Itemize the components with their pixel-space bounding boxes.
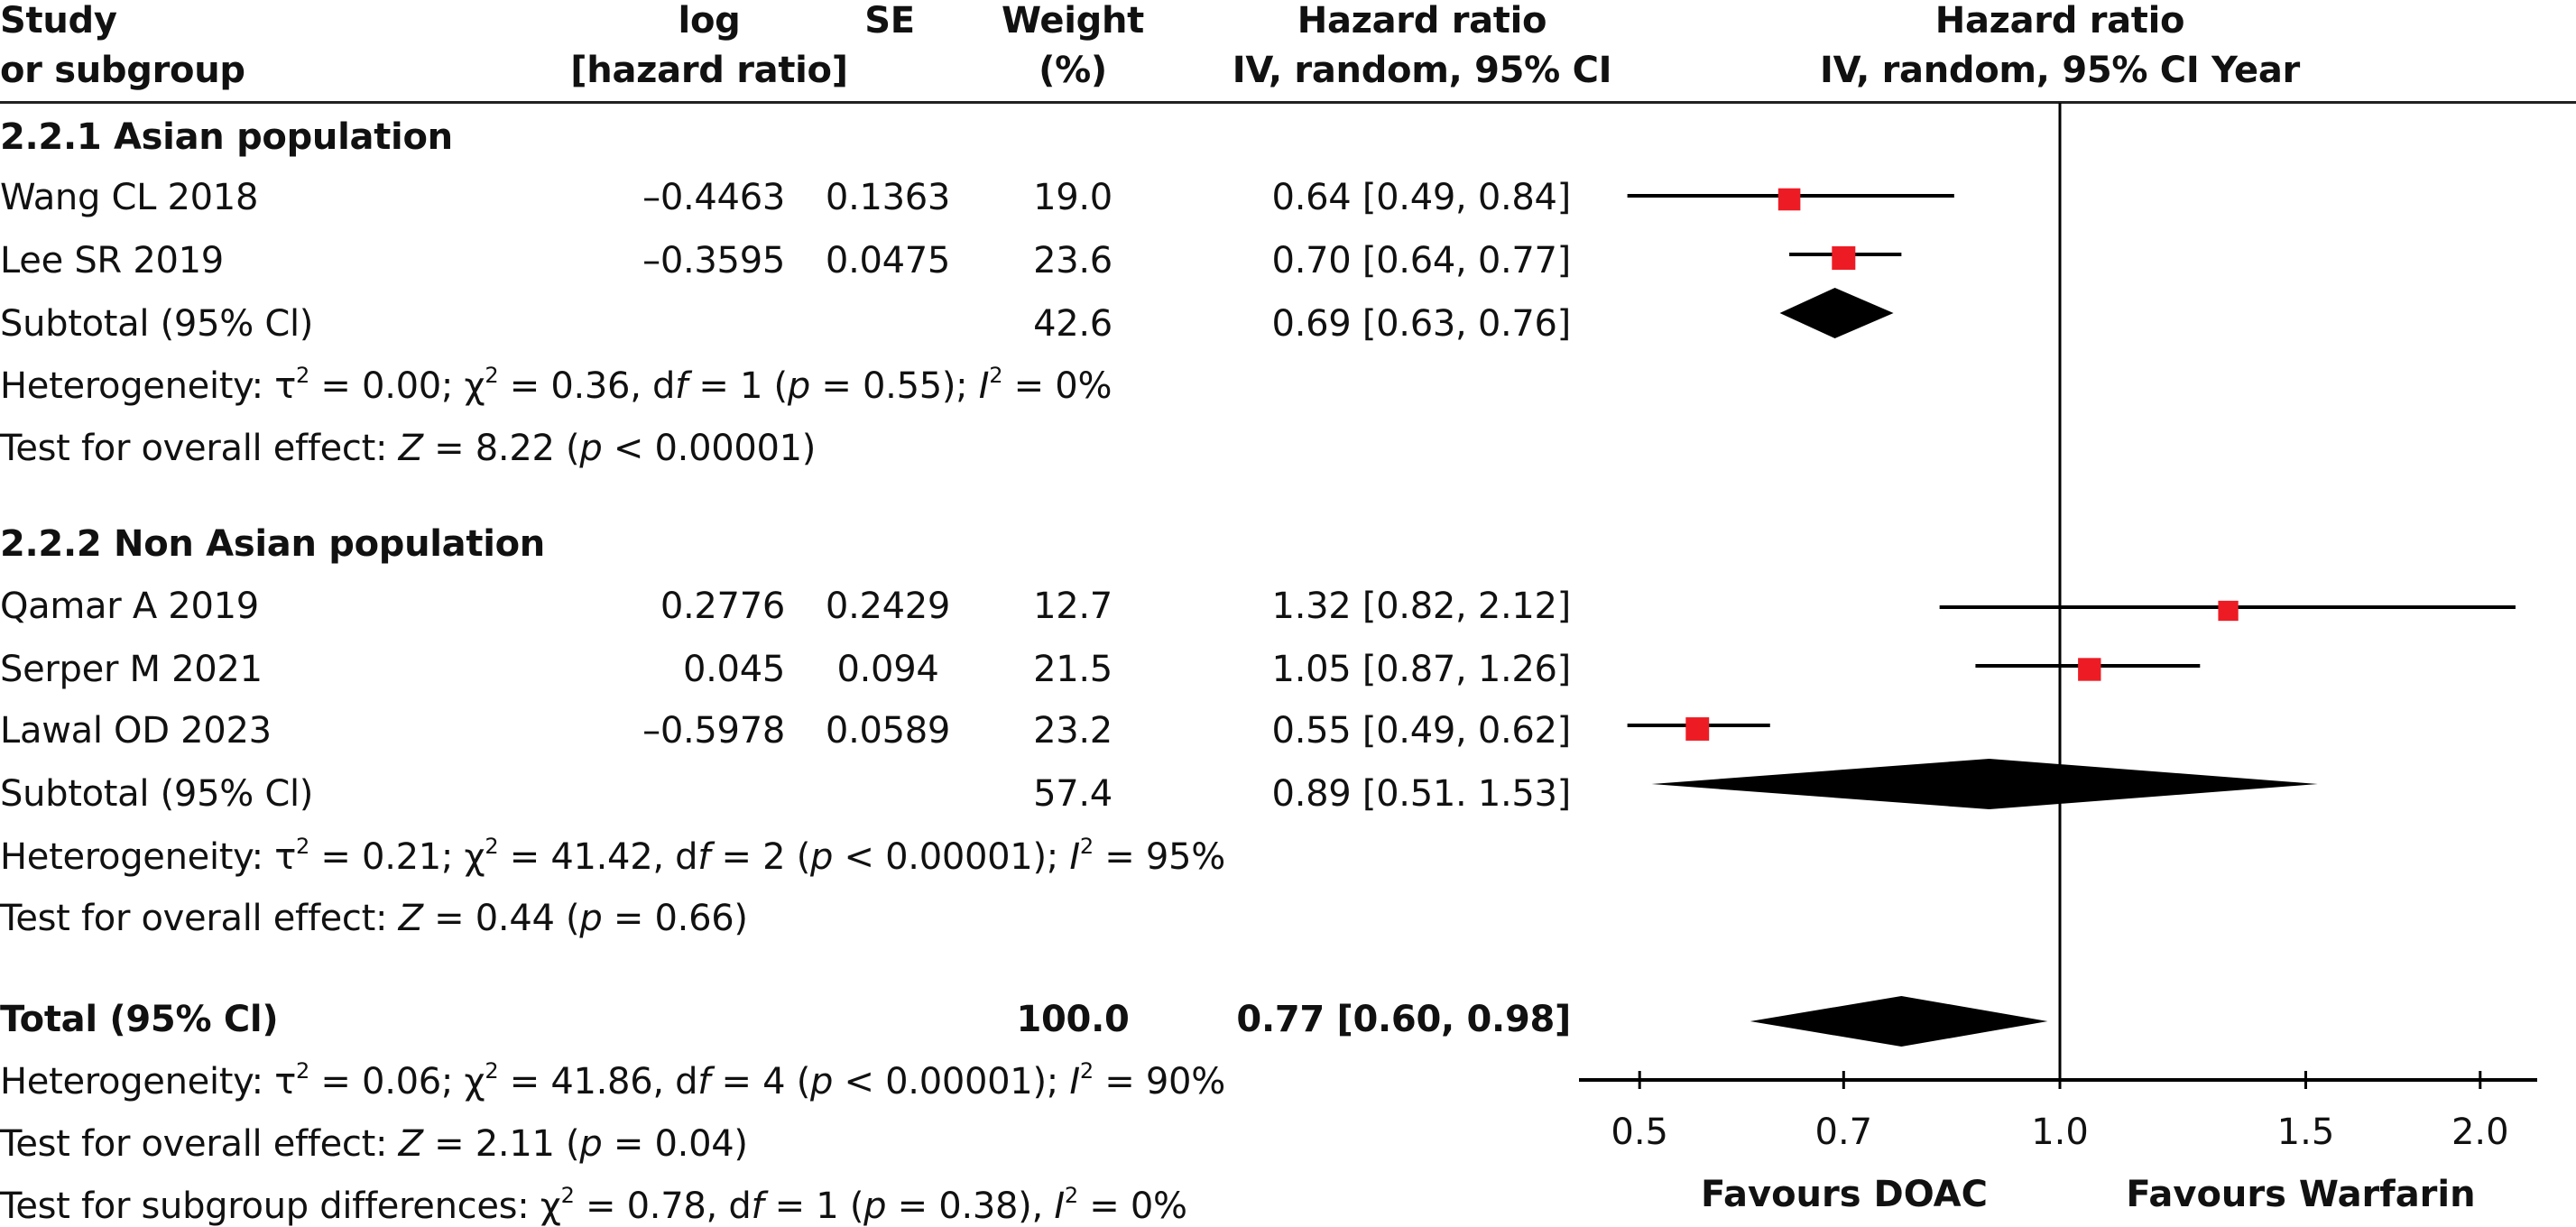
log-hr-value: –0.3595 [642,240,785,281]
study-name: Lee SR 2019 [0,240,224,281]
se-value: 0.094 [836,649,939,690]
weight-value: 100.0 [1016,999,1130,1040]
weight-value: 42.6 [1033,303,1113,345]
total-diamond [1750,996,2048,1047]
stat-note: Test for overall effect: Z = 8.22 (p < 0… [0,428,817,469]
se-value: 0.0475 [825,240,951,281]
weight-value: 57.4 [1033,773,1113,815]
subtotal-diamond [1779,288,1894,338]
study-marker [1685,717,1710,741]
hr-ci-value: 0.64 [0.49, 0.84] [1271,177,1572,218]
stat-note: Heterogeneity: τ2 = 0.06; χ2 = 41.86, df… [0,1058,1225,1102]
hr-ci-value: 0.77 [0.60, 0.98] [1236,999,1571,1040]
hr-ci-value: 0.70 [0.64, 0.77] [1271,240,1572,281]
log-hr-value: 0.2776 [660,586,785,627]
hr-ci-value: 0.55 [0.49, 0.62] [1271,710,1572,752]
header-weight-unit: (%) [1039,50,1107,91]
subgroup-heading: 2.2.1 Asian population [0,116,453,158]
log-hr-value: 0.045 [682,649,785,690]
header-se: SE [864,0,915,42]
stat-note: Test for overall effect: Z = 2.11 (p = 0… [0,1123,748,1165]
header-subgroup: or subgroup [0,50,245,91]
study-marker [2218,600,2239,622]
weight-value: 12.7 [1033,586,1113,627]
se-value: 0.1363 [825,177,951,218]
header-rule [0,101,2576,104]
hr-ci-value: 1.05 [0.87, 1.26] [1271,649,1572,690]
subtotal-label: Subtotal (95% Cl) [0,773,314,815]
study-name: Lawal OD 2023 [0,710,272,752]
header-hr-method: IV, random, 95% CI [1232,50,1612,91]
stat-note: Test for subgroup differences: χ2 = 0.78… [0,1183,1187,1227]
log-hr-value: –0.5978 [642,710,785,752]
header-weight: Weight [1002,0,1144,42]
weight-value: 21.5 [1033,649,1113,690]
x-tick-label: 2.0 [2451,1112,2509,1153]
x-tick-label: 1.5 [2277,1112,2335,1153]
stat-note: Heterogeneity: τ2 = 0.21; χ2 = 41.42, df… [0,834,1225,878]
study-marker [1832,246,1856,270]
x-tick-label: 0.7 [1815,1112,1873,1153]
study-name: Serper M 2021 [0,649,263,690]
se-value: 0.2429 [825,586,951,627]
x-tick-label: 0.5 [1611,1112,1668,1153]
log-hr-value: –0.4463 [642,177,785,218]
total-label: Total (95% Cl) [0,999,279,1040]
subgroup-heading: 2.2.2 Non Asian population [0,523,545,565]
hr-ci-value: 0.69 [0.63, 0.76] [1271,303,1572,345]
study-name: Wang CL 2018 [0,177,259,218]
weight-value: 19.0 [1033,177,1113,218]
favours-left-label: Favours DOAC [1701,1174,1988,1215]
header-loghr: log [678,0,741,42]
subtotal-diamond [1651,759,2318,809]
stat-note: Heterogeneity: τ2 = 0.00; χ2 = 0.36, df … [0,363,1113,407]
weight-value: 23.6 [1033,240,1113,281]
hr-ci-value: 0.89 [0.51. 1.53] [1271,773,1572,815]
study-name: Qamar A 2019 [0,586,259,627]
stat-note: Test for overall effect: Z = 0.44 (p = 0… [0,898,748,939]
header-plot: Hazard ratio [1934,0,2185,42]
header-plot-method: IV, random, 95% CI Year [1820,50,2300,91]
header-loghr-sub: [hazard ratio] [570,50,848,91]
weight-value: 23.2 [1033,710,1113,752]
study-marker [2078,658,2101,681]
header-hr: Hazard ratio [1297,0,1547,42]
favours-right-label: Favours Warfarin [2126,1174,2475,1215]
hr-ci-value: 1.32 [0.82, 2.12] [1271,586,1572,627]
x-tick-label: 1.0 [2031,1112,2089,1153]
subtotal-label: Subtotal (95% Cl) [0,303,314,345]
study-marker [1777,188,1801,211]
header-study: Study [0,0,117,42]
se-value: 0.0589 [825,710,951,752]
